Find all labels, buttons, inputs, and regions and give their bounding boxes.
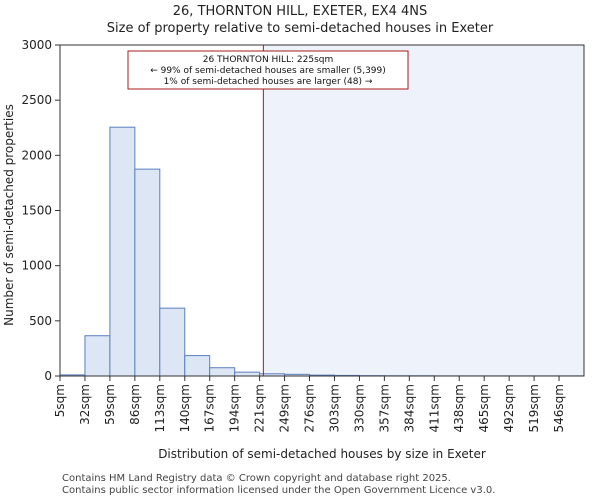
x-tick-label: 546sqm [552, 384, 566, 432]
x-axis-label: Distribution of semi-detached houses by … [158, 447, 486, 461]
x-tick-label: 194sqm [228, 384, 242, 432]
footer-line-1: Contains HM Land Registry data © Crown c… [62, 473, 451, 484]
x-tick-label: 384sqm [402, 384, 416, 432]
y-axis-label: Number of semi-detached properties [2, 104, 16, 326]
x-tick-label: 32sqm [78, 384, 92, 425]
x-tick-label: 249sqm [278, 384, 292, 432]
y-tick-label: 1000 [21, 259, 52, 273]
y-tick-label: 2000 [21, 148, 52, 162]
histogram-bar [184, 355, 211, 377]
x-tick-label: 465sqm [477, 384, 491, 432]
y-axis: 0 500 1000 1500 2000 2500 3000 [21, 38, 60, 383]
histogram-bar [109, 126, 136, 377]
annotation-box: 26 THORNTON HILL: 225sqm ← 99% of semi-d… [127, 50, 409, 90]
histogram-bar [134, 168, 161, 377]
y-tick-label: 0 [44, 369, 52, 383]
y-tick-label: 1500 [21, 204, 52, 218]
x-tick-label: 59sqm [103, 384, 117, 425]
histogram-chart: 0 500 1000 1500 2000 2500 3000 5sqm 32sqm 59sqm 8… [2, 38, 585, 461]
annotation-line-1: 26 THORNTON HILL: 225sqm [203, 55, 334, 65]
chart-subtitle: Size of property relative to semi-detach… [106, 21, 494, 36]
annotation-frame [127, 50, 409, 90]
x-axis: 5sqm 32sqm 59sqm 86sqm 113sqm 140sqm 167sqm 194… [53, 376, 566, 432]
histogram-bar [84, 335, 111, 377]
histogram-bar [234, 371, 261, 377]
x-tick-label: 330sqm [352, 384, 366, 432]
x-tick-label: 86sqm [128, 384, 142, 425]
x-tick-label: 221sqm [253, 384, 267, 432]
highlight-region [263, 45, 584, 376]
x-tick-label: 492sqm [502, 384, 516, 432]
x-tick-label: 519sqm [527, 384, 541, 432]
y-tick-label: 2500 [21, 93, 52, 107]
y-tick-label: 500 [29, 314, 52, 328]
annotation-line-3: 1% of semi-detached houses are larger (4… [164, 77, 373, 87]
x-tick-label: 303sqm [327, 384, 341, 432]
annotation-line-2: ← 99% of semi-detached houses are smalle… [150, 66, 386, 76]
histogram-bar [159, 307, 186, 377]
histogram-bar [209, 367, 236, 377]
x-tick-label: 140sqm [178, 384, 192, 432]
x-tick-label: 276sqm [303, 384, 317, 432]
x-tick-label: 357sqm [377, 384, 391, 432]
x-tick-label: 167sqm [203, 384, 217, 432]
x-tick-label: 438sqm [452, 384, 466, 432]
chart-title: 26, THORNTON HILL, EXETER, EX4 4NS [172, 4, 428, 19]
x-tick-label: 113sqm [153, 384, 167, 432]
footer-line-2: Contains public sector information licen… [62, 485, 496, 496]
y-tick-label: 3000 [21, 38, 52, 52]
x-tick-label: 5sqm [53, 384, 67, 417]
x-tick-label: 411sqm [427, 384, 441, 432]
